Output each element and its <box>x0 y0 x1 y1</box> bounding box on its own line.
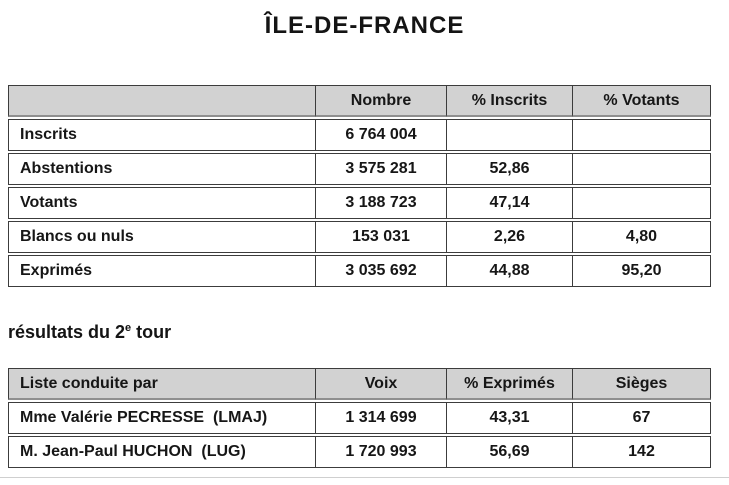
cell-sieges: 67 <box>572 402 711 434</box>
cell-pct-votants <box>572 119 711 151</box>
cell-pct-exprimes: 43,31 <box>446 402 572 434</box>
page-bottom-divider <box>0 477 729 478</box>
table-row-votants: Votants 3 188 723 47,14 <box>8 187 711 219</box>
column-header-pct-exprimes: % Exprimés <box>446 368 572 400</box>
table-row-abstentions: Abstentions 3 575 281 52,86 <box>8 153 711 185</box>
subtitle-suffix: tour <box>131 322 172 342</box>
cell-nombre: 153 031 <box>315 221 446 253</box>
ordinal-superscript: e <box>125 322 132 334</box>
column-header-pct-votants: % Votants <box>572 85 711 117</box>
cell-pct-votants: 95,20 <box>572 255 711 287</box>
column-header-liste: Liste conduite par <box>8 368 315 400</box>
cell-pct-exprimes: 56,69 <box>446 436 572 468</box>
participation-table: Nombre % Inscrits % Votants Inscrits 6 7… <box>8 83 711 289</box>
row-label: Inscrits <box>8 119 315 151</box>
cell-pct-inscrits: 52,86 <box>446 153 572 185</box>
table-row-huchon: M. Jean-Paul HUCHON (LUG) 1 720 993 56,6… <box>8 436 711 468</box>
second-round-results-table: Liste conduite par Voix % Exprimés Siège… <box>8 366 711 470</box>
second-round-header-row: Liste conduite par Voix % Exprimés Siège… <box>8 368 711 400</box>
table-row-inscrits: Inscrits 6 764 004 <box>8 119 711 151</box>
cell-nombre: 6 764 004 <box>315 119 446 151</box>
cell-pct-inscrits: 47,14 <box>446 187 572 219</box>
candidate-label: M. Jean-Paul HUCHON (LUG) <box>8 436 315 468</box>
column-header-empty <box>8 85 315 117</box>
table-row-pecresse: Mme Valérie PECRESSE (LMAJ) 1 314 699 43… <box>8 402 711 434</box>
table-row-exprimes: Exprimés 3 035 692 44,88 95,20 <box>8 255 711 287</box>
section-subtitle: résultats du 2e tour <box>8 322 729 343</box>
row-label: Blancs ou nuls <box>8 221 315 253</box>
row-label: Votants <box>8 187 315 219</box>
table-row-blancs-ou-nuls: Blancs ou nuls 153 031 2,26 4,80 <box>8 221 711 253</box>
cell-pct-votants: 4,80 <box>572 221 711 253</box>
cell-pct-inscrits: 2,26 <box>446 221 572 253</box>
participation-header-row: Nombre % Inscrits % Votants <box>8 85 711 117</box>
column-header-pct-inscrits: % Inscrits <box>446 85 572 117</box>
row-label: Exprimés <box>8 255 315 287</box>
cell-pct-votants <box>572 153 711 185</box>
cell-sieges: 142 <box>572 436 711 468</box>
cell-nombre: 3 188 723 <box>315 187 446 219</box>
row-label: Abstentions <box>8 153 315 185</box>
subtitle-prefix: résultats du 2 <box>8 322 126 342</box>
cell-pct-inscrits <box>446 119 572 151</box>
column-header-sieges: Sièges <box>572 368 711 400</box>
candidate-label: Mme Valérie PECRESSE (LMAJ) <box>8 402 315 434</box>
column-header-voix: Voix <box>315 368 446 400</box>
page-title: ÎLE-DE-FRANCE <box>264 12 465 39</box>
cell-voix: 1 720 993 <box>315 436 446 468</box>
cell-nombre: 3 035 692 <box>315 255 446 287</box>
cell-nombre: 3 575 281 <box>315 153 446 185</box>
cell-pct-inscrits: 44,88 <box>446 255 572 287</box>
column-header-nombre: Nombre <box>315 85 446 117</box>
cell-pct-votants <box>572 187 711 219</box>
cell-voix: 1 314 699 <box>315 402 446 434</box>
